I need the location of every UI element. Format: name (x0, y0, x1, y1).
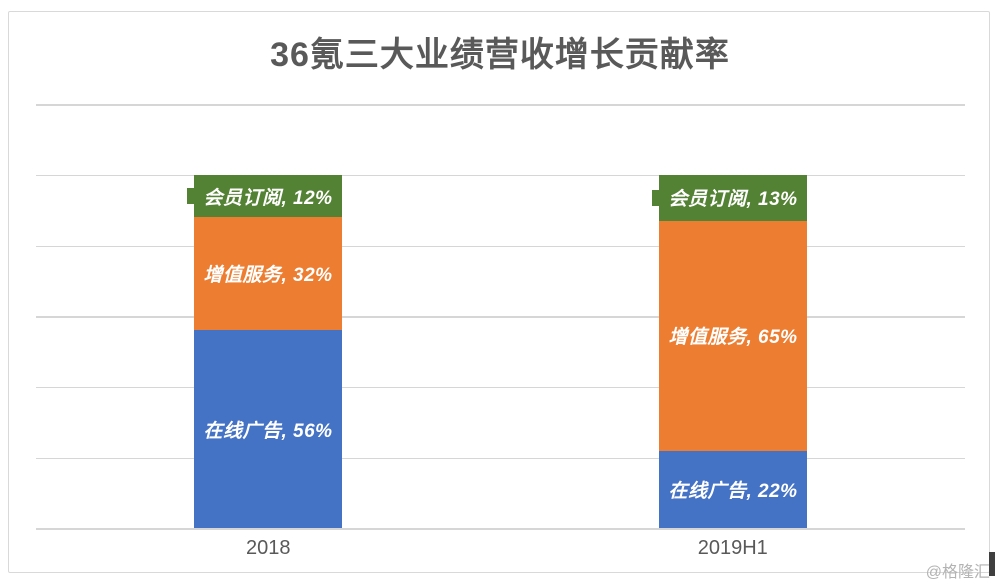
label-callout-notch (187, 188, 194, 205)
bar-data-label: 会员订阅, 13% (668, 189, 798, 211)
chart-border (8, 11, 990, 573)
gridline (36, 245, 965, 248)
bar-segment: 增值服务, 65% (659, 220, 807, 451)
bar-segment: 会员订阅, 13% (659, 174, 807, 221)
chart-title: 36氪三大业绩营收增长贡献率 (270, 36, 730, 74)
gridline (36, 174, 965, 177)
x-axis-label: 2018 (246, 537, 291, 559)
gridline (36, 457, 965, 460)
bar-segment: 增值服务, 32% (194, 217, 342, 331)
bar-data-label: 增值服务, 65% (668, 327, 798, 349)
gridline (36, 316, 965, 318)
x-axis-label: 2019H1 (697, 537, 768, 559)
bar-segment: 在线广告, 56% (194, 330, 342, 529)
bar-segment: 在线广告, 22% (659, 450, 807, 529)
gridline (36, 386, 965, 389)
bar-data-label: 在线广告, 56% (203, 420, 333, 442)
bar-data-label: 增值服务, 32% (203, 265, 333, 287)
label-callout-notch (652, 189, 659, 206)
bar-data-label: 会员订阅, 12% (203, 187, 333, 209)
gridline (36, 104, 965, 106)
watermark: @格隆汇 (925, 564, 990, 581)
cropped-edge-artifact (989, 552, 995, 576)
gridline (36, 528, 965, 530)
bar-data-label: 在线广告, 22% (668, 480, 798, 502)
bar-segment: 会员订阅, 12% (194, 174, 342, 218)
